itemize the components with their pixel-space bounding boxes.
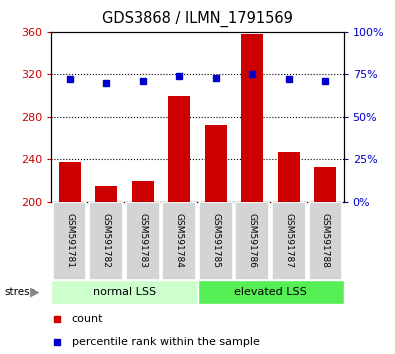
Text: GSM591787: GSM591787 — [284, 213, 293, 268]
Bar — [95, 186, 117, 202]
Bar — [272, 202, 306, 280]
Bar — [89, 202, 123, 280]
Bar — [235, 202, 269, 280]
Text: elevated LSS: elevated LSS — [234, 287, 307, 297]
Bar — [205, 125, 227, 202]
Bar — [314, 167, 336, 202]
Text: GSM591783: GSM591783 — [138, 213, 147, 268]
Text: normal LSS: normal LSS — [93, 287, 156, 297]
Bar — [241, 34, 263, 202]
Bar — [59, 162, 81, 202]
Text: count: count — [72, 314, 103, 325]
Text: GSM591785: GSM591785 — [211, 213, 220, 268]
Text: GSM591784: GSM591784 — [175, 213, 184, 268]
Bar — [162, 202, 196, 280]
Text: GSM591786: GSM591786 — [248, 213, 257, 268]
Text: stress: stress — [4, 287, 35, 297]
Bar — [53, 202, 87, 280]
Bar — [168, 96, 190, 202]
Text: percentile rank within the sample: percentile rank within the sample — [72, 337, 260, 348]
Bar — [126, 202, 160, 280]
Bar — [132, 181, 154, 202]
Bar — [278, 152, 300, 202]
Text: GSM591788: GSM591788 — [321, 213, 330, 268]
Bar — [198, 280, 344, 304]
Text: ▶: ▶ — [30, 286, 39, 298]
Text: GSM591782: GSM591782 — [102, 213, 111, 268]
Bar — [199, 202, 233, 280]
Bar — [51, 280, 198, 304]
Text: GDS3868 / ILMN_1791569: GDS3868 / ILMN_1791569 — [102, 11, 293, 27]
Bar — [308, 202, 342, 280]
Text: GSM591781: GSM591781 — [65, 213, 74, 268]
